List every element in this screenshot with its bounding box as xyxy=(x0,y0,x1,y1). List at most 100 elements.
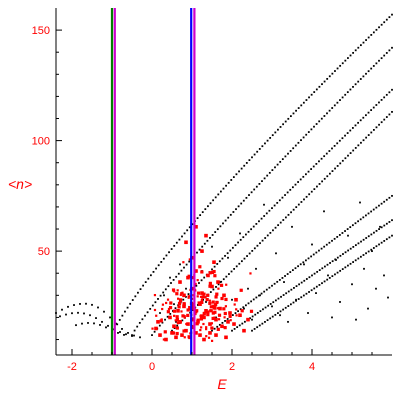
data-point-black xyxy=(260,292,263,295)
data-point-black xyxy=(251,249,254,252)
data-point-black xyxy=(372,129,375,131)
data-point-red xyxy=(204,296,207,299)
data-point-black xyxy=(233,328,236,330)
data-point-black xyxy=(362,75,365,78)
y-tick-label: 150 xyxy=(32,25,50,37)
data-point-black xyxy=(219,225,222,228)
data-point-red xyxy=(173,290,176,293)
data-point-black xyxy=(238,170,240,173)
data-point-black xyxy=(375,28,378,31)
data-point-red xyxy=(212,269,216,274)
data-point-black xyxy=(203,242,206,245)
data-point-black xyxy=(159,312,161,314)
data-point-black xyxy=(354,259,357,262)
data-point-red xyxy=(161,307,164,311)
data-point-black xyxy=(372,247,375,249)
data-point-black xyxy=(269,317,272,320)
data-point-black xyxy=(215,316,217,319)
data-point-red xyxy=(229,319,232,322)
data-point-black xyxy=(248,194,250,196)
data-point-black xyxy=(181,319,184,322)
data-point-black xyxy=(271,305,273,308)
data-point-red xyxy=(163,330,167,334)
data-point-black xyxy=(235,173,238,176)
data-point-red xyxy=(217,318,221,321)
data-point-black xyxy=(388,236,391,239)
data-point-black xyxy=(243,257,246,260)
data-point-black xyxy=(372,65,375,67)
data-point-black xyxy=(139,336,141,339)
data-point-black xyxy=(287,152,289,155)
data-point-black xyxy=(329,262,331,264)
data-point-red xyxy=(197,301,201,305)
data-point-black xyxy=(201,245,204,248)
data-point-black xyxy=(260,217,263,220)
data-point-black xyxy=(346,228,349,230)
data-point-black xyxy=(357,220,359,223)
data-point-black xyxy=(321,83,323,86)
data-point-black xyxy=(224,320,226,322)
data-point-black xyxy=(287,117,290,120)
data-point-black xyxy=(289,271,292,273)
data-point-black xyxy=(264,142,266,145)
data-point-black xyxy=(282,308,285,311)
data-point-black xyxy=(336,236,339,238)
data-point-red xyxy=(232,322,236,326)
data-point-black xyxy=(294,144,297,147)
data-point-black xyxy=(323,115,326,117)
data-point-black xyxy=(137,291,139,294)
data-point-black xyxy=(282,294,285,296)
data-point-red xyxy=(173,314,176,317)
data-point-black xyxy=(380,202,383,205)
data-point-black xyxy=(351,283,353,286)
data-point-red xyxy=(216,301,219,304)
data-point-black xyxy=(323,280,326,283)
data-point-red xyxy=(235,314,238,317)
data-point-black xyxy=(287,305,290,307)
data-point-black xyxy=(213,265,216,268)
data-point-black xyxy=(207,205,209,208)
data-point-black xyxy=(321,180,324,183)
data-point-black xyxy=(321,282,323,285)
data-point-red xyxy=(223,316,226,319)
data-point-black xyxy=(318,183,321,185)
data-point-black xyxy=(331,316,333,319)
data-point-black xyxy=(287,290,290,293)
data-point-black xyxy=(203,276,206,279)
data-point-black xyxy=(183,232,186,235)
data-point-black xyxy=(295,206,298,209)
data-point-black xyxy=(302,136,305,139)
data-point-red xyxy=(249,272,252,275)
data-point-black xyxy=(299,178,302,181)
data-point-red xyxy=(205,328,208,331)
data-point-black xyxy=(241,322,244,325)
data-point-red xyxy=(214,333,218,337)
data-point-black xyxy=(295,298,297,301)
data-point-black xyxy=(307,312,309,314)
data-point-black xyxy=(326,278,329,281)
data-point-black xyxy=(274,226,277,229)
data-point-red xyxy=(164,337,168,342)
data-point-black xyxy=(279,126,282,128)
data-point-red xyxy=(235,308,238,311)
data-point-black xyxy=(253,153,256,156)
data-point-black xyxy=(367,307,369,310)
data-point-black xyxy=(125,333,127,336)
data-point-black xyxy=(359,44,362,47)
data-point-red xyxy=(224,305,227,308)
data-point-black xyxy=(284,120,287,123)
data-point-black xyxy=(365,136,368,139)
data-point-red xyxy=(185,322,188,326)
data-point-black xyxy=(258,183,261,185)
data-point-black xyxy=(212,199,215,202)
data-point-black xyxy=(310,128,313,131)
data-point-black xyxy=(264,306,267,309)
data-point-black xyxy=(175,275,178,278)
data-point-black xyxy=(236,326,239,329)
data-point-black xyxy=(278,278,281,281)
data-point-black xyxy=(373,231,375,234)
data-point-black xyxy=(121,328,123,330)
data-point-black xyxy=(83,312,85,315)
data-point-black xyxy=(233,268,236,270)
